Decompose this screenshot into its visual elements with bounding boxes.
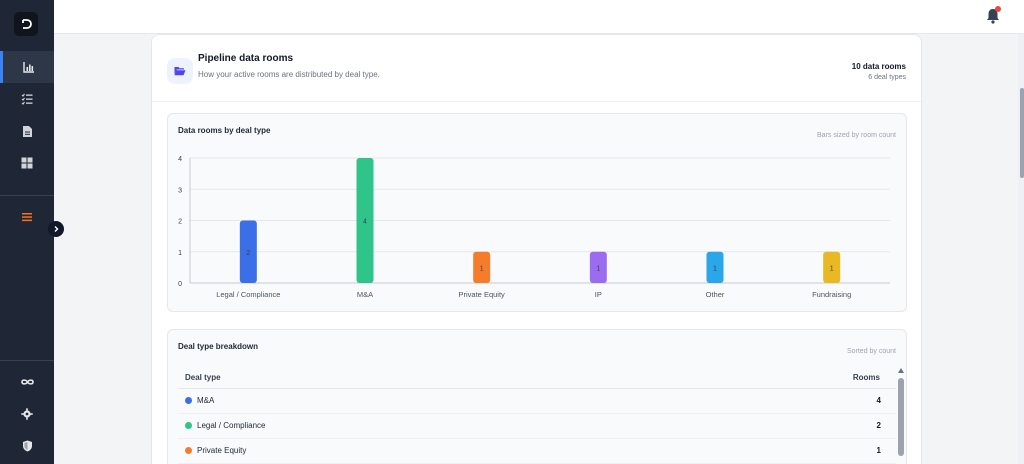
x-tick-label: Fundraising <box>812 290 851 299</box>
table-header-divider <box>178 388 896 389</box>
row-count: 4 <box>876 396 881 405</box>
chevron-right-icon <box>54 226 59 232</box>
bar-chart: 0 1 2 3 4 2 Legal / Compliance 4 M&A 1 Private Equ… <box>178 156 890 299</box>
shield-icon <box>22 440 32 452</box>
card-header: Pipeline data rooms How your active room… <box>152 35 921 102</box>
table-row[interactable]: Legal / Compliance 2 <box>178 414 896 439</box>
sidebar-item-analytics[interactable] <box>0 51 54 83</box>
bar <box>473 251 491 283</box>
table-scroll-up-arrow[interactable] <box>898 368 904 373</box>
bar <box>356 158 374 283</box>
row-label: Legal / Compliance <box>197 421 266 430</box>
row-count: 2 <box>876 421 881 430</box>
logo-icon <box>22 19 32 29</box>
grid-icon <box>21 157 33 169</box>
bar-value-label: 2 <box>246 250 250 257</box>
rooms-count: 10 data rooms <box>851 62 906 71</box>
x-tick-label: Legal / Compliance <box>216 290 280 299</box>
checklist-icon <box>21 93 33 105</box>
x-tick-label: IP <box>595 290 602 299</box>
page-subtitle: How your active rooms are distributed by… <box>198 70 380 79</box>
row-label: Private Equity <box>197 446 247 455</box>
folder-open-icon <box>174 67 186 76</box>
chart-panel: Data rooms by deal type Bars sized by ro… <box>167 113 907 312</box>
row-count: 1 <box>876 446 881 455</box>
bar-chart-icon <box>22 62 34 73</box>
sidebar <box>0 0 54 464</box>
page-scrollbar[interactable] <box>1018 34 1024 464</box>
column-header-deal-type[interactable]: Deal type <box>185 373 221 382</box>
folder-badge <box>167 58 193 84</box>
table-scrollbar-thumb[interactable] <box>898 378 904 456</box>
breakdown-title: Deal type breakdown <box>178 342 259 351</box>
bar-value-label: 1 <box>596 265 600 272</box>
document-icon <box>22 125 32 137</box>
y-tick-label: 3 <box>178 187 182 194</box>
infinity-icon <box>20 379 34 385</box>
color-dot <box>185 397 192 404</box>
y-tick-label: 4 <box>178 156 182 163</box>
sidebar-item-documents[interactable] <box>0 115 54 147</box>
breakdown-panel: Deal type breakdown Sorted by count Deal… <box>167 329 907 464</box>
table-row[interactable]: M&A 4 <box>178 389 896 414</box>
sidebar-item-dashboard[interactable] <box>0 147 54 179</box>
pipeline-card: Pipeline data rooms How your active room… <box>151 34 922 464</box>
x-tick-label: Other <box>706 290 725 299</box>
table-row[interactable]: Private Equity 1 <box>178 439 896 464</box>
row-label: M&A <box>197 396 215 405</box>
page-scrollbar-thumb[interactable] <box>1020 88 1024 178</box>
x-tick-label: M&A <box>357 290 373 299</box>
sidebar-item-menu[interactable] <box>0 201 54 233</box>
color-dot <box>185 447 192 454</box>
gear-icon <box>21 408 33 420</box>
y-tick-label: 2 <box>178 219 182 226</box>
y-tick-label: 1 <box>178 250 182 257</box>
y-tick-label: 0 <box>178 281 182 288</box>
sidebar-item-integrations[interactable] <box>0 366 54 398</box>
color-dot <box>185 422 192 429</box>
bar-value-label: 1 <box>830 265 834 272</box>
sidebar-item-security[interactable] <box>0 430 54 462</box>
menu-icon <box>22 213 32 222</box>
app-logo[interactable] <box>14 12 38 36</box>
bar <box>823 251 841 283</box>
bar-value-label: 1 <box>713 265 717 272</box>
sidebar-divider <box>0 360 54 361</box>
sidebar-divider <box>0 195 54 196</box>
x-tick-label: Private Equity <box>459 290 506 299</box>
chart-title: Data rooms by deal type <box>178 126 271 135</box>
bar <box>706 251 724 283</box>
bar-value-label: 1 <box>480 265 484 272</box>
bar <box>589 251 607 283</box>
sidebar-item-tasks[interactable] <box>0 83 54 115</box>
notification-dot <box>995 6 1001 12</box>
column-header-rooms[interactable]: Rooms <box>852 373 880 382</box>
bar-value-label: 4 <box>363 219 367 226</box>
bar <box>239 220 257 283</box>
sidebar-expand-button[interactable] <box>48 221 64 237</box>
chart-note: Bars sized by room count <box>817 132 896 139</box>
sidebar-item-settings[interactable] <box>0 398 54 430</box>
deal-types-count: 6 deal types <box>868 74 906 81</box>
page-title: Pipeline data rooms <box>198 53 294 64</box>
breakdown-note: Sorted by count <box>846 348 896 355</box>
top-bar: AG <box>54 0 1024 34</box>
